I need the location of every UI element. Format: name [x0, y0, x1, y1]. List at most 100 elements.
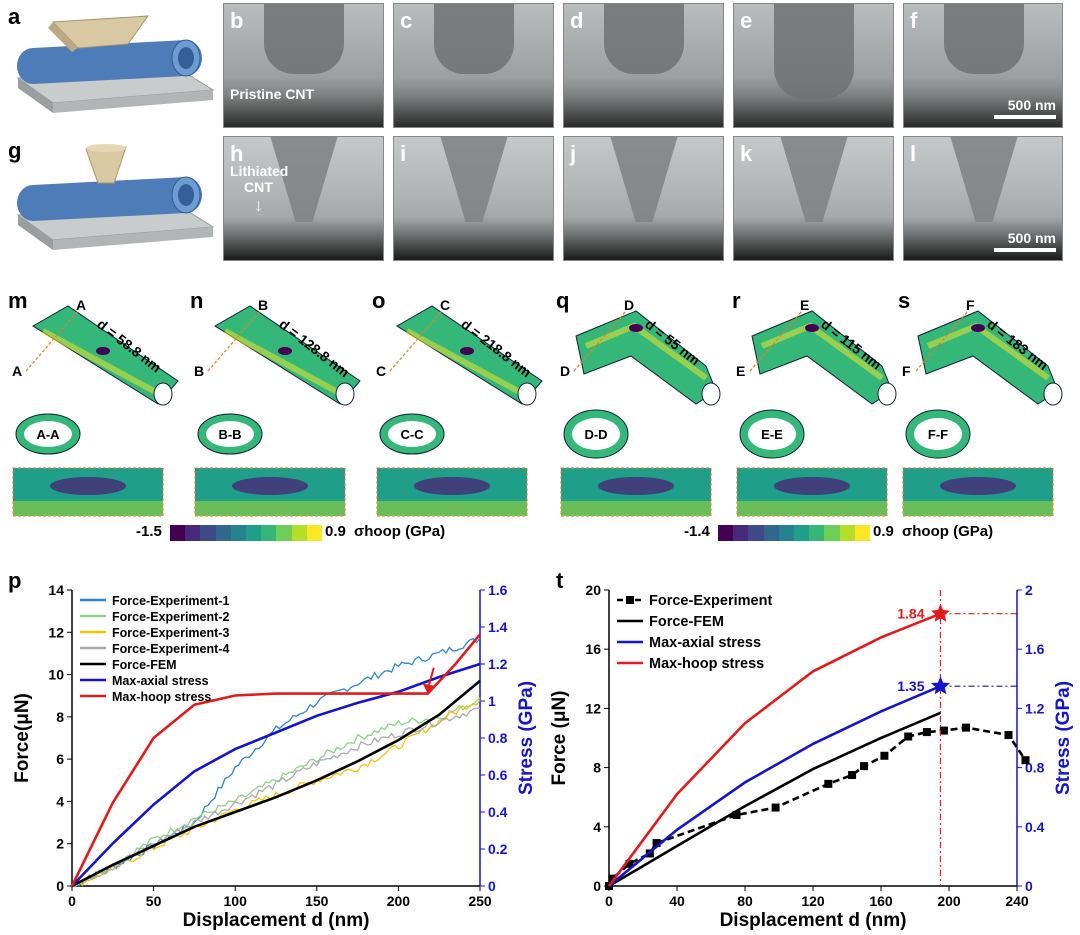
fem-section-label: D-D: [584, 427, 607, 442]
plot-area: 0 50 100 150 200 2500246810121400.20.40.60.81…: [48, 582, 507, 909]
fem-zoom-band: [13, 501, 163, 516]
colorbar-swatch: [261, 525, 277, 541]
x-axis-label: Displacement d (nm): [720, 910, 907, 931]
fem-contact-zone: [278, 347, 292, 355]
legend-marker: [626, 596, 634, 604]
fem-contact-zone: [805, 324, 819, 332]
fem-section-line: [207, 310, 261, 372]
arrow-down-icon: ↓: [254, 195, 263, 215]
tem-caption-cnt: CNT: [244, 179, 273, 195]
fem-tube: [214, 305, 361, 405]
fem-section-end-label: D: [624, 297, 634, 313]
fem-section-line: [915, 310, 969, 372]
fem-section-end-label: C: [376, 363, 386, 379]
y2-axis-label: Stress (GPa): [516, 681, 537, 795]
legend-label: Max-axial stress: [112, 674, 209, 688]
y2-tick-label: 0.8: [1025, 760, 1045, 776]
x-tick-label: 250: [468, 893, 492, 909]
data-point: [1021, 756, 1030, 765]
data-point: [652, 839, 661, 848]
star-marker-icon: [931, 676, 950, 695]
fem-section-end-label: F: [902, 363, 911, 379]
legend-label: Force-Experiment-4: [112, 642, 229, 656]
series-line: [70, 633, 482, 887]
fem-zoom-hotspot: [598, 477, 674, 495]
x-tick-label: 80: [737, 893, 753, 909]
colorbar-swatch: [276, 525, 292, 541]
panel-letter-e: e: [740, 8, 753, 33]
fem-section-line: [573, 310, 627, 372]
colorbar-left: [170, 525, 323, 541]
legend-label: Force-Experiment-2: [112, 610, 229, 624]
fem-section-label: F-F: [928, 427, 948, 442]
data-point: [848, 771, 857, 779]
fem-section-label: B-B: [218, 427, 241, 442]
fem-tube-end: [335, 382, 355, 406]
tem-caption-lithiated: Lithiated: [230, 163, 289, 179]
series-line: [607, 726, 1027, 887]
colorbar-right-max: 0.9: [873, 523, 894, 540]
series-line: [608, 711, 942, 888]
colorbar-swatch: [291, 525, 307, 541]
panel-letter-p: p: [8, 568, 22, 593]
y2-tick-label: 1: [488, 693, 496, 709]
scale-bar-label-row1: 500 nm: [1007, 97, 1056, 113]
fem-zoom-hotspot: [774, 477, 850, 495]
colorbar-swatch: [809, 525, 825, 541]
legend-label: Max-hoop stress: [649, 656, 764, 672]
schematic-flat-tip: [16, 15, 215, 113]
legend: Force-Experiment Force-FEM Max-axial stres…: [617, 593, 772, 672]
series-line: [72, 707, 481, 887]
y2-tick-label: 2: [1025, 582, 1033, 598]
fem-zoom-hotspot: [940, 477, 1016, 495]
legend-label: Force-FEM: [112, 658, 177, 672]
colorbar-swatch: [170, 525, 186, 541]
y-tick-label: 4: [56, 793, 64, 809]
fem-contact-zone: [460, 347, 474, 355]
colorbar-swatch: [839, 525, 855, 541]
x-tick-label: 40: [669, 893, 685, 909]
y-tick-label: 12: [48, 624, 64, 640]
data-point: [880, 751, 889, 760]
series-line: [607, 612, 941, 887]
y-tick-label: 8: [593, 760, 601, 776]
tem-image-l: l 500 nm: [903, 136, 1063, 261]
panel-letter-t: t: [556, 568, 564, 593]
x-tick-label: 200: [387, 893, 411, 909]
fem-panel-s: FF d = 183 nmF-F: [902, 297, 1063, 517]
panel-letter-q: q: [556, 288, 570, 313]
panel-letter-k: k: [740, 141, 753, 166]
panel-letter-h: h: [230, 141, 244, 166]
colorbar-swatch: [306, 525, 323, 541]
fem-zoom-band: [737, 501, 887, 516]
fem-zoom-hotspot: [232, 477, 308, 495]
y-tick-label: 0: [593, 878, 601, 894]
fem-tube-end: [877, 382, 897, 406]
fem-cross-section-hole: [572, 418, 620, 450]
panel-letter-c: c: [400, 8, 413, 33]
y-tick-label: 16: [585, 641, 601, 657]
y-tick-label: 2: [56, 836, 64, 852]
fem-zoom-hotspot: [414, 477, 490, 495]
series-line: [608, 685, 942, 888]
x-tick-label: 50: [146, 893, 162, 909]
data-point: [824, 779, 833, 788]
scale-bar-row1: [994, 115, 1056, 119]
x-tick-label: 240: [1005, 893, 1029, 909]
scale-bar-label-row2: 500 nm: [1007, 230, 1056, 246]
fem-section-label: C-C: [400, 427, 424, 442]
tem-image-i: i: [393, 136, 554, 261]
fem-contact-zone: [96, 347, 110, 355]
x-tick-label: 120: [801, 893, 825, 909]
y-axis-label: Force(μN): [12, 693, 33, 783]
fem-section-line: [749, 310, 803, 372]
fem-tube: [32, 305, 179, 405]
data-point: [625, 859, 634, 868]
fem-cross-section-hole: [388, 421, 436, 447]
fem-section-end-label: D: [560, 363, 570, 379]
colorbar-right-label: σhoop (GPa): [902, 523, 994, 540]
y-tick-label: 6: [56, 751, 64, 767]
fem-tube: [396, 305, 543, 405]
fem-zoom-band: [903, 501, 1053, 516]
y-tick-label: 20: [585, 582, 601, 598]
